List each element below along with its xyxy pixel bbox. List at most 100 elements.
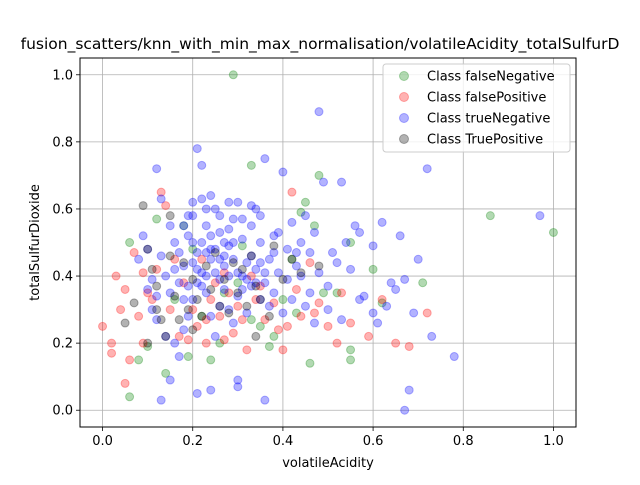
ticks-layer: 0.0 0.2 0.4 0.6 0.8 1.0 0.0 0.2 0.4 0.6 0.8 1.0 <box>52 68 563 449</box>
legend-label: Class falsePositive <box>427 91 546 106</box>
scatter-point <box>138 231 148 241</box>
scatter-point <box>138 338 148 348</box>
scatter-point <box>346 318 356 328</box>
scatter-point <box>485 211 495 221</box>
scatter-point <box>134 311 144 321</box>
scatter-point <box>224 241 234 251</box>
scatter-point <box>170 338 180 348</box>
scatter-point <box>192 144 202 154</box>
scatter-point <box>233 382 243 392</box>
scatter-point <box>188 211 198 221</box>
scatter-point <box>269 231 279 241</box>
scatter-point <box>273 325 283 335</box>
scatter-point <box>219 288 229 298</box>
scatter-point <box>359 291 369 301</box>
scatter-point <box>400 405 410 415</box>
scatter-point <box>273 227 283 237</box>
scatter-point <box>161 331 171 341</box>
scatter-point <box>368 308 378 318</box>
scatter-point <box>201 315 211 325</box>
scatter-point <box>332 288 342 298</box>
scatter-point <box>156 251 166 261</box>
scatter-point <box>174 352 184 362</box>
scatter-point <box>152 305 162 315</box>
scatter-point <box>206 385 216 395</box>
scatter-point <box>237 271 247 281</box>
scatter-point <box>264 311 274 321</box>
scatter-point <box>152 164 162 174</box>
x-tick-label: 1.0 <box>543 434 564 449</box>
scatter-point <box>382 301 392 311</box>
scatter-point <box>206 231 216 241</box>
scatter-point <box>368 241 378 251</box>
x-axis-label: volatileAcidity <box>282 456 374 471</box>
scatter-point <box>233 301 243 311</box>
scatter-point <box>242 301 252 311</box>
scatter-point <box>233 291 243 301</box>
scatter-point <box>170 238 180 247</box>
scatter-point <box>269 288 279 298</box>
scatter-point <box>188 258 198 268</box>
scatter-point <box>269 248 279 258</box>
scatter-point <box>215 301 225 311</box>
scatter-point <box>179 295 189 305</box>
scatter-point <box>215 227 225 237</box>
scatter-point <box>346 238 356 247</box>
scatter-point <box>287 254 297 264</box>
scatter-point <box>242 345 252 355</box>
scatter-point <box>237 241 247 251</box>
scatter-point <box>305 248 315 258</box>
scatter-point <box>296 207 306 217</box>
scatter-point <box>183 211 193 221</box>
scatter-point <box>346 264 356 274</box>
scatter-point <box>255 258 265 268</box>
scatter-point <box>156 395 166 405</box>
scatter-point <box>152 264 162 274</box>
scatter-point <box>318 288 328 298</box>
scatter-point <box>188 325 198 335</box>
scatter-point <box>291 308 301 318</box>
scatter-point <box>206 284 216 294</box>
scatter-point <box>215 211 225 221</box>
scatter-point <box>233 375 243 385</box>
legend-box <box>382 63 571 153</box>
scatter-point <box>287 254 297 264</box>
x-tick-label: 0.8 <box>453 434 474 449</box>
scatter-point <box>323 281 333 291</box>
scatter-point <box>170 264 180 274</box>
scatter-point <box>269 298 279 308</box>
scatter-point <box>188 244 198 254</box>
scatter-point <box>210 248 220 258</box>
scatter-point <box>147 264 157 274</box>
scatter-point <box>328 248 338 258</box>
scatter-point <box>246 251 256 261</box>
scatter-point <box>278 274 288 284</box>
scatter-point <box>255 238 265 247</box>
scatter-point <box>278 167 288 177</box>
legend-marker <box>399 71 409 81</box>
scatter-point <box>314 261 324 271</box>
y-tick-label: 1.0 <box>52 68 73 83</box>
scatter-point <box>228 254 238 264</box>
scatter-point <box>143 244 153 254</box>
scatter-point <box>246 251 256 261</box>
series-3 <box>120 201 324 348</box>
scatter-point <box>264 301 274 311</box>
scatter-point <box>278 295 288 305</box>
scatter-point <box>179 325 189 335</box>
legend-label: Class TruePositive <box>427 133 543 148</box>
scatter-point <box>219 284 229 294</box>
scatter-point <box>535 211 545 221</box>
scatter-point <box>152 214 162 224</box>
scatter-point <box>156 187 166 197</box>
scatter-point <box>192 278 202 288</box>
scatter-point <box>165 211 175 221</box>
scatter-point <box>165 305 175 315</box>
series-0 <box>125 70 558 402</box>
scatter-point <box>373 318 383 328</box>
scatter-point <box>255 321 265 331</box>
scatter-point <box>188 197 198 207</box>
scatter-point <box>282 321 292 331</box>
scatter-point <box>346 355 356 365</box>
scatter-point <box>188 295 198 305</box>
